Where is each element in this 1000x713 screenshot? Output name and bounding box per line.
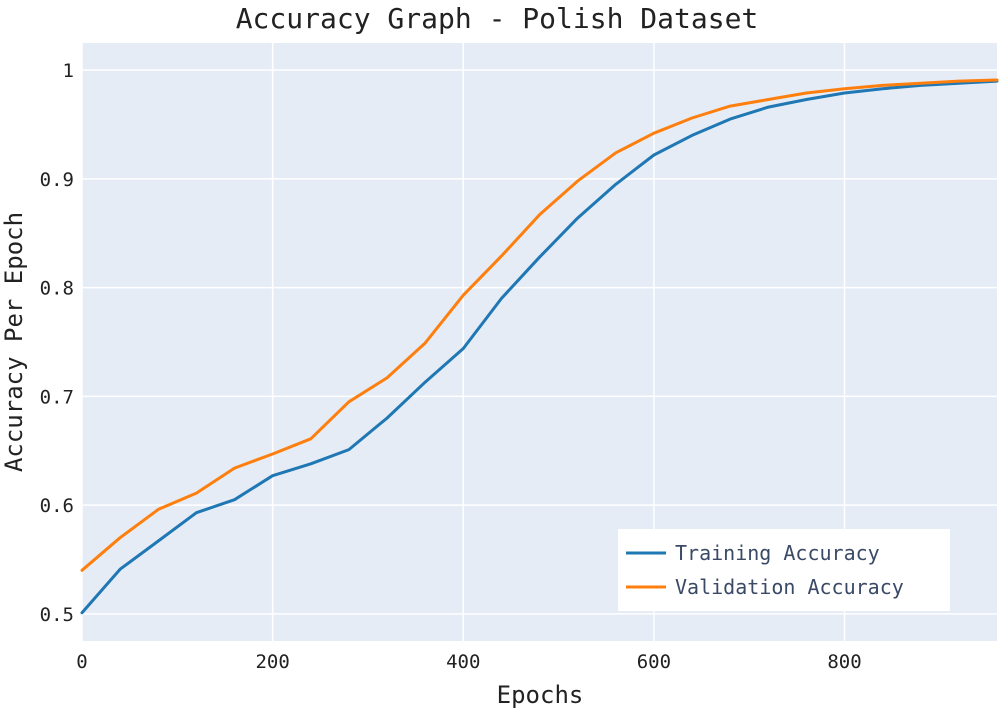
x-tick-label: 200 <box>255 651 289 673</box>
gridlines <box>81 43 997 641</box>
training-accuracy-line <box>80 79 999 615</box>
legend-label-training: Training Accuracy <box>675 541 880 565</box>
y-tick-label: 0.5 <box>40 604 74 626</box>
x-axis-label: Epochs <box>497 681 584 709</box>
y-tick-label: 1 <box>63 60 74 82</box>
y-tick-label: 0.9 <box>40 169 74 191</box>
validation-accuracy-line <box>80 78 999 572</box>
legend-box <box>618 529 950 611</box>
x-axis-ticks: 0 200 400 600 800 <box>76 651 861 673</box>
y-tick-label: 0.8 <box>40 278 74 300</box>
y-tick-label: 0.6 <box>40 495 74 517</box>
chart-title: Accuracy Graph - Polish Dataset <box>236 2 759 35</box>
y-axis-ticks: 0.5 0.6 0.7 0.8 0.9 1 <box>40 60 74 626</box>
y-axis-label: Accuracy Per Epoch <box>0 212 28 472</box>
y-tick-label: 0.7 <box>40 386 74 408</box>
x-tick-label: 800 <box>827 651 861 673</box>
x-tick-label: 400 <box>446 651 480 673</box>
legend: Training Accuracy Validation Accuracy <box>618 529 950 611</box>
series-lines <box>80 78 999 615</box>
x-tick-label: 600 <box>637 651 671 673</box>
x-tick-label: 0 <box>76 651 87 673</box>
legend-label-validation: Validation Accuracy <box>675 575 904 599</box>
